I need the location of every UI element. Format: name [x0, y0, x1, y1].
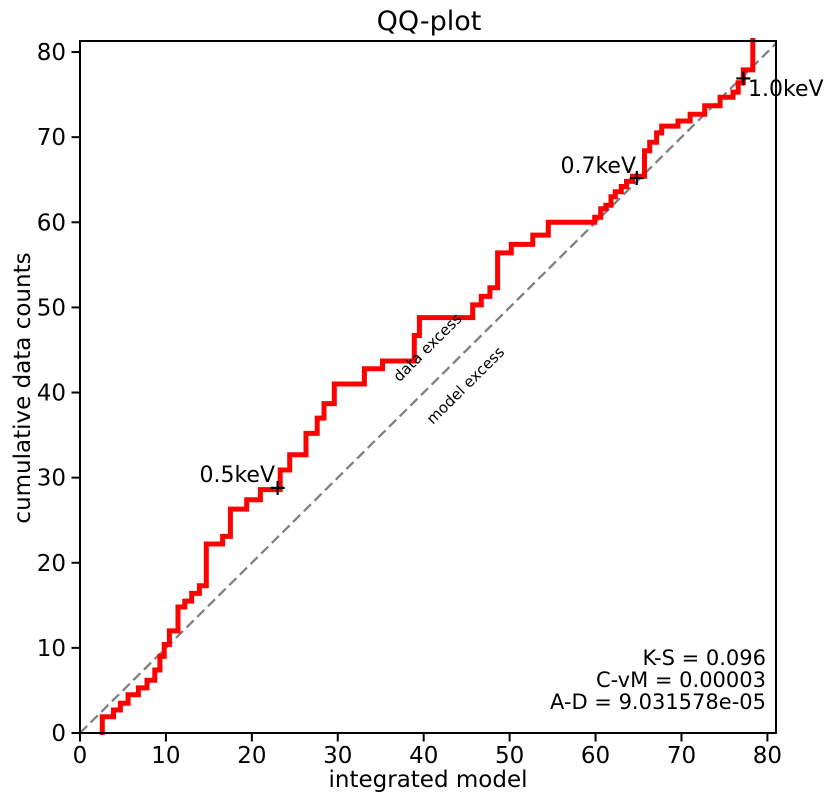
stat-cvm: C-vM = 0.00003	[596, 668, 766, 692]
reference-diagonal-line	[80, 41, 776, 734]
stat-ad: A-D = 9.031578e-05	[550, 690, 766, 714]
y-tick-label-20: 20	[37, 551, 66, 577]
axis-ticks-layer: 0 10 20 30 40 50 60 70 80 0 10 20 30 40 50 60 70 80	[37, 40, 782, 769]
plot-border	[79, 40, 777, 734]
y-tick-label-50: 50	[37, 295, 66, 321]
y-tick-label-40: 40	[37, 381, 66, 407]
y-axis-label: cumulative data counts	[10, 252, 36, 523]
x-tick-label-0: 0	[73, 743, 88, 769]
annotation-label-0-5kev: 0.5keV	[199, 463, 275, 488]
plus-marker-0-5keV	[270, 480, 285, 495]
x-tick-label-70: 70	[667, 743, 696, 769]
annotation-label-1-0kev: 1.0keV	[748, 77, 824, 102]
y-tick-label-30: 30	[37, 466, 66, 492]
y-tick-label-60: 60	[37, 210, 66, 236]
qq-step-curve	[99, 38, 756, 735]
x-tick-label-30: 30	[323, 743, 352, 769]
stat-ks: K-S = 0.096	[642, 646, 766, 670]
series-layer	[80, 38, 776, 735]
plus-marker-1-0keV	[736, 71, 751, 86]
y-tick-label-0: 0	[51, 721, 66, 747]
x-axis-label: integrated model	[329, 767, 528, 793]
y-tick-label-80: 80	[37, 40, 66, 66]
plus-marker-0-7keV	[629, 171, 644, 186]
data-excess-label: data excess	[389, 309, 465, 385]
chart-title: QQ-plot	[377, 6, 482, 37]
y-tick-label-70: 70	[37, 125, 66, 151]
x-tick-label-60: 60	[581, 743, 610, 769]
x-tick-label-80: 80	[753, 743, 782, 769]
x-tick-label-20: 20	[237, 743, 266, 769]
y-tick-label-10: 10	[37, 636, 66, 662]
x-tick-label-40: 40	[409, 743, 438, 769]
annotation-markers-layer	[270, 71, 751, 495]
x-tick-label-50: 50	[495, 743, 524, 769]
annotation-label-0-7kev: 0.7keV	[560, 154, 636, 179]
x-tick-label-10: 10	[151, 743, 180, 769]
model-excess-label: model excess	[423, 343, 508, 428]
